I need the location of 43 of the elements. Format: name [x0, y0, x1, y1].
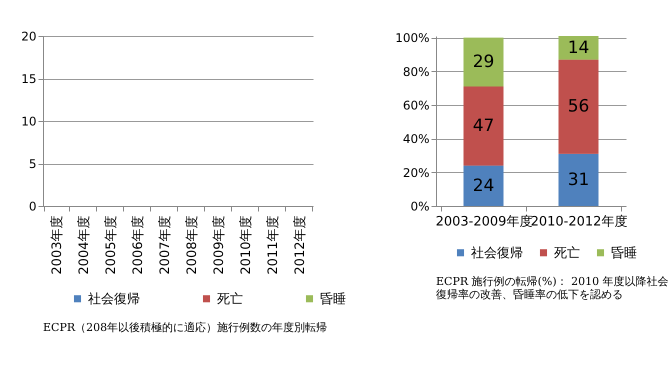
data-label: 24 [472, 176, 494, 196]
y-tick-label: 20% [402, 166, 430, 180]
bar [558, 154, 598, 206]
bar [558, 60, 598, 154]
x-tick-label: 2004年度 [76, 216, 92, 275]
text: 復帰率の改善、昏睡率の低下を認める [436, 288, 623, 301]
x-tick-label: 2003-2009年度 [436, 214, 532, 230]
y-tick-label: 5 [28, 157, 36, 171]
data-label: 56 [568, 96, 590, 117]
y-tick-label: 80% [402, 64, 430, 79]
y-tick-label: 20 [21, 30, 36, 44]
data-label: 31 [568, 170, 590, 190]
legend-label: 死亡 [554, 244, 580, 261]
x-tick-label: 2003年度 [49, 216, 65, 275]
legend-label: 昏睡 [320, 292, 346, 307]
x-tick-label: 2010年度 [238, 216, 254, 275]
data-label: 47 [472, 116, 494, 136]
data-label: 29 [472, 52, 494, 72]
y-tick-label: 10 [21, 114, 36, 128]
y-tick-label: 100% [395, 31, 430, 46]
y-tick-label: 0 [28, 200, 36, 214]
legend-label: 昏睡 [611, 246, 637, 261]
x-tick-label: 2005年度 [103, 216, 119, 275]
text: ECPR 施行例の転帰(%)： 2010 年度以降社会 [436, 275, 669, 288]
x-tick-label: 2012年度 [292, 216, 308, 275]
x-tick-label: 2010-2012年度 [530, 214, 628, 230]
bar [464, 166, 504, 206]
bar [464, 38, 504, 86]
x-tick-label: 2009年度 [211, 216, 227, 275]
x-tick-label: 2008年度 [184, 216, 200, 275]
bar [464, 86, 504, 166]
x-tick-label: 2007年度 [157, 216, 173, 275]
legend-label: 死亡 [217, 290, 243, 307]
y-tick-label: 40% [402, 132, 430, 146]
text: ECPR（208年以後積極的に適応）施行例数の年度別転帰 [43, 321, 328, 334]
y-tick-label: 15 [21, 72, 36, 86]
y-tick-label: 60% [402, 98, 430, 113]
x-tick-label: 2006年度 [130, 216, 146, 275]
legend-label: 社会復帰 [471, 246, 523, 261]
y-tick-label: 0% [410, 200, 430, 214]
legend-label: 社会復帰 [88, 292, 140, 307]
x-tick-label: 2011年度 [265, 216, 281, 275]
data-label: 14 [568, 38, 590, 58]
